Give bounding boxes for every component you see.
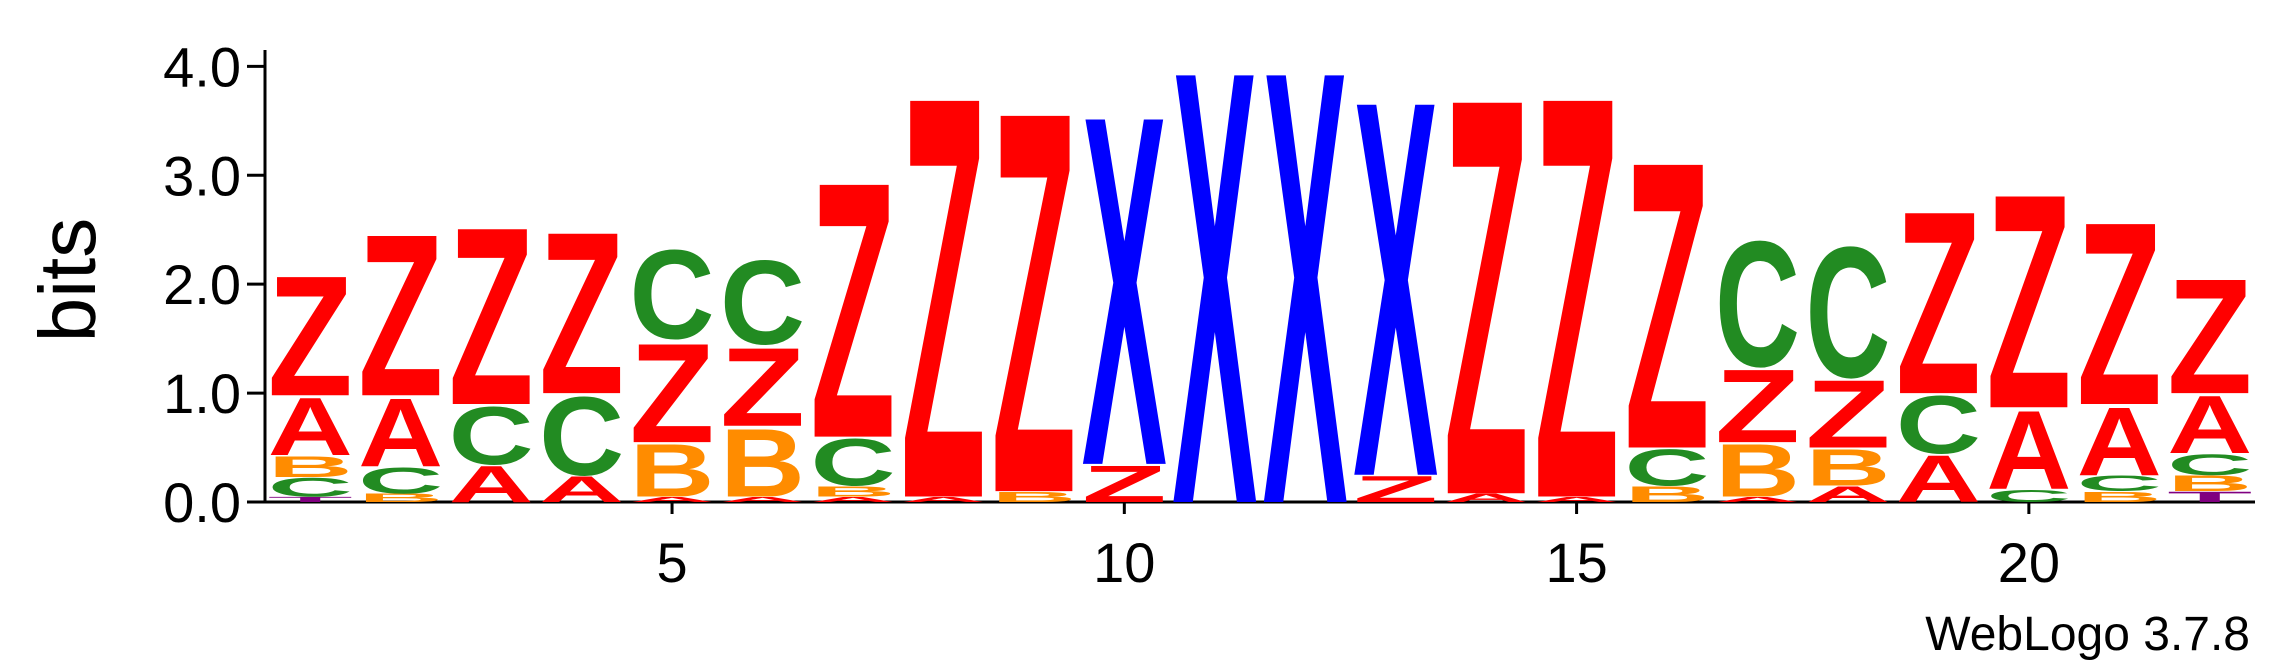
logo-letter: Z [720, 325, 805, 450]
logo-letter: Z [1896, 157, 1981, 449]
logo-letter: Z [1986, 132, 2071, 473]
y-tick-label: 4.0 [163, 35, 241, 98]
logo-letter: Z [539, 185, 624, 443]
logo-letter: Z [2077, 168, 2162, 460]
logo-letter: C [1896, 379, 1981, 471]
y-axis-label: bits [23, 218, 112, 343]
logo-letter: B [720, 408, 805, 517]
logo-letter: Z [991, 0, 1076, 608]
logo-letter: A [1896, 442, 1981, 517]
logo-letter: A [268, 381, 353, 473]
logo-letter: C [1986, 486, 2071, 506]
logo-letter: C [720, 237, 805, 370]
logo-letter: A [539, 468, 624, 510]
logo-letter: C [2167, 448, 2252, 481]
logo-letter: C [810, 425, 895, 500]
logo-letter: C [268, 473, 353, 503]
x-tick-label: 5 [656, 531, 687, 594]
logo-letter: A [2077, 387, 2162, 496]
y-tick-label: 3.0 [163, 144, 241, 207]
logo-letter: Z [358, 187, 443, 445]
logo-letter: B [2077, 488, 2162, 505]
logo-letter: B [810, 483, 895, 500]
y-tick-label: 0.0 [163, 471, 241, 534]
logo-letter: Z [1715, 349, 1800, 465]
logo-letter: C [1805, 209, 1890, 417]
logo-letter: A [1534, 495, 1619, 503]
logo-letter: Z [1625, 77, 1710, 536]
logo-letter: B [1625, 482, 1710, 507]
logo-letter: X [1172, 0, 1258, 634]
logo-letter: Z [1082, 455, 1167, 513]
logo-letter: C [630, 224, 715, 366]
logo-letter: Z [810, 105, 895, 515]
x-tick-label: 10 [1093, 531, 1155, 594]
logo-letter: A [1805, 482, 1890, 507]
logo-letter: C [449, 389, 534, 481]
logo-letter: C [1715, 205, 1800, 405]
logo-letter: B [630, 429, 715, 512]
logo-letter: A [720, 495, 805, 503]
x-tick-label: 15 [1545, 531, 1607, 594]
footnote: WebLogo 3.7.8 [1925, 608, 2250, 661]
logo-letter: A [630, 495, 715, 503]
y-tick-label: 1.0 [163, 362, 241, 425]
logo-letter: B [268, 450, 353, 483]
logo-letter: B [1715, 429, 1800, 512]
logo-letter: A [449, 456, 534, 514]
logo-letter: B [2167, 471, 2252, 496]
logo-letter: T [2167, 488, 2252, 505]
logo-letter: Z [2167, 245, 2252, 428]
logo-letter: A [1444, 491, 1529, 504]
logo-letter: A [810, 495, 895, 503]
logo-letter: C [2077, 471, 2162, 496]
logo-letter: X [1353, 0, 1439, 589]
logo-letter: Z [268, 240, 353, 432]
logo-letter: B [1805, 439, 1890, 497]
logo-letter: Z [901, 0, 986, 619]
logo-letter: C [1625, 439, 1710, 497]
logo-letter: X [1082, 12, 1168, 571]
logo-letter: A [1986, 389, 2071, 514]
logo-letter: T [268, 495, 353, 503]
logo-letter: Z [1353, 468, 1438, 510]
logo-letter: A [2167, 379, 2252, 471]
logo-letter: C [539, 374, 624, 499]
logo-letter: B [358, 491, 443, 504]
logo-letter: A [1715, 495, 1800, 503]
y-tick-label: 2.0 [163, 253, 241, 316]
x-tick-label: 20 [1998, 531, 2060, 594]
logo-letter: A [358, 378, 443, 487]
logo-letter: A [901, 495, 986, 503]
logo-letter: Z [1444, 0, 1529, 614]
logo-letter: C [358, 460, 443, 502]
logo-letter: Z [449, 176, 534, 459]
logo-letter: B [991, 488, 1076, 505]
logo-letter: Z [630, 314, 715, 473]
logo-letter: Z [1534, 0, 1619, 619]
logo-letter: Z [1805, 360, 1890, 468]
logo-letter: X [1263, 0, 1349, 634]
